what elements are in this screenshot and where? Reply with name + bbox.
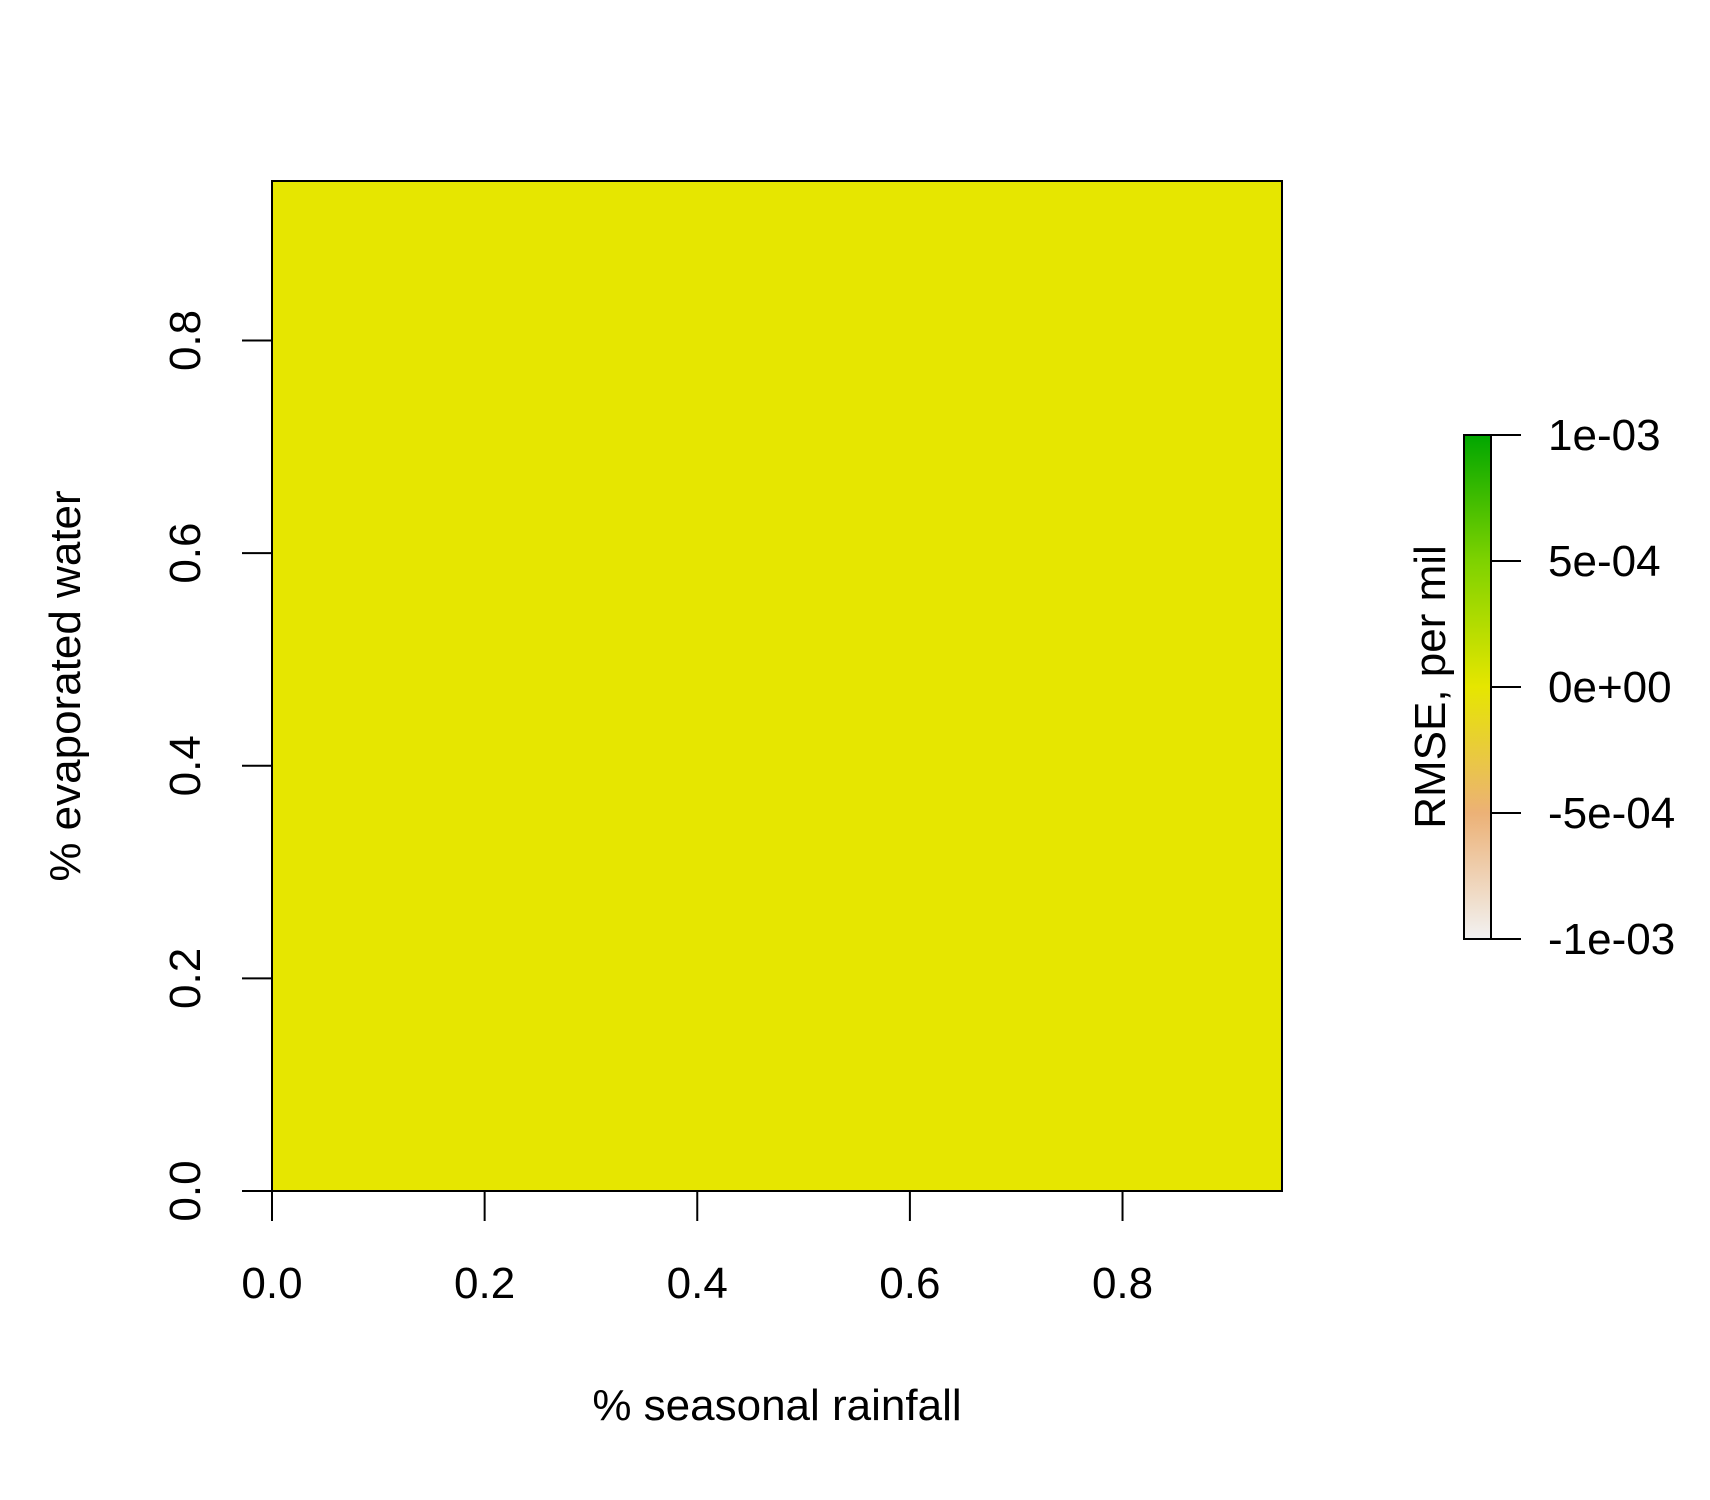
x-tick-label: 0.8 [1092,1259,1153,1308]
x-tick-label: 0.4 [667,1259,728,1308]
colorbar-tick-label: 0e+00 [1548,663,1672,712]
heatmap-cell [272,181,1282,1191]
x-tick-label: 0.0 [241,1259,302,1308]
y-tick-label: 0.0 [161,1160,210,1221]
x-axis: 0.0 0.2 0.4 0.6 0.8 [241,1190,1153,1308]
y-tick-label: 0.2 [161,948,210,1009]
y-tick-label: 0.6 [161,523,210,584]
colorbar-tick-label: 1e-03 [1548,411,1661,460]
x-tick-label: 0.2 [454,1259,515,1308]
colorbar-tick-label: -1e-03 [1548,915,1675,964]
heatmap-cells [272,181,1282,1191]
x-tick-label: 0.6 [879,1259,940,1308]
colorbar-tick-label: -5e-04 [1548,789,1675,838]
y-tick-label: 0.8 [161,310,210,371]
y-tick-label: 0.4 [161,735,210,796]
colorbar-ticks: 1e-03 5e-04 0e+00 -5e-04 -1e-03 [1491,411,1675,964]
colorbar-tick-label: 5e-04 [1548,537,1661,586]
colorbar-gradient [1463,434,1492,940]
y-axis: 0.0 0.2 0.4 0.6 0.8 [161,310,273,1222]
y-axis-label: % evaporated water [41,490,90,881]
colorbar-label: RMSE, per mil [1406,545,1455,829]
colorbar: 1e-03 5e-04 0e+00 -5e-04 -1e-03 RMSE, per mi… [1406,411,1675,964]
x-axis-label: % seasonal rainfall [592,1381,961,1430]
